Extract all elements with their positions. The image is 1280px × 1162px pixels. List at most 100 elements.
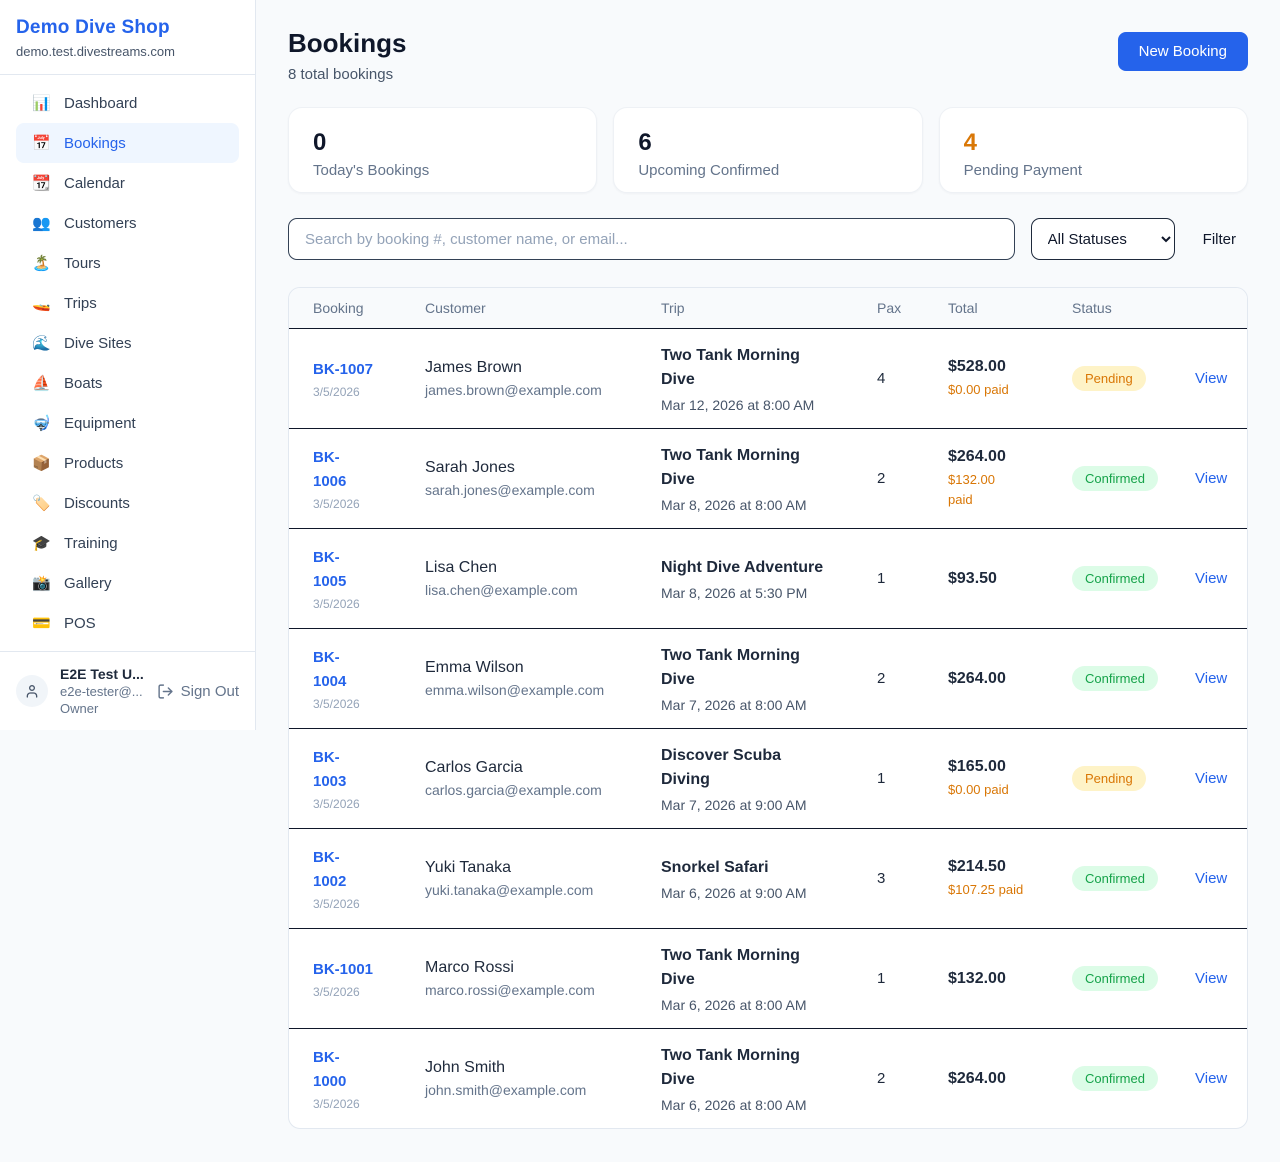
stat-value: 6 xyxy=(638,129,652,156)
sidebar-item-bookings[interactable]: 📅 Bookings xyxy=(16,123,239,163)
sidebar-item-tours[interactable]: 🏝️ Tours xyxy=(16,243,239,283)
sidebar-item-boats[interactable]: ⛵ Boats xyxy=(16,363,239,403)
view-link[interactable]: View xyxy=(1195,969,1228,987)
booking-id-link[interactable]: BK- 1002 xyxy=(313,849,347,890)
pax-cell: 4 xyxy=(877,370,886,387)
actions-cell: View xyxy=(1195,570,1227,588)
filter-row: All Statuses Filter xyxy=(288,218,1248,260)
booking-id-link[interactable]: BK- 1003 xyxy=(313,749,347,790)
nav-item-icon: 📦 xyxy=(32,455,51,472)
sidebar-item-label: Discounts xyxy=(64,494,130,512)
sidebar-item-dashboard[interactable]: 📊 Dashboard xyxy=(16,83,239,123)
trip-cell: Snorkel Safari Mar 6, 2026 at 9:00 AM xyxy=(661,856,877,901)
stat-label: Today's Bookings xyxy=(313,162,430,180)
page-header: Bookings 8 total bookings New Booking xyxy=(288,28,1248,83)
booking-id-link[interactable]: BK- 1006 xyxy=(313,449,347,490)
booking-id-link[interactable]: BK- 1004 xyxy=(313,649,347,690)
sign-out-button[interactable]: Sign Out xyxy=(157,683,239,700)
sidebar-item-training[interactable]: 🎓 Training xyxy=(16,523,239,563)
page-title-block: Bookings 8 total bookings xyxy=(288,28,406,83)
sidebar-item-calendar[interactable]: 📆 Calendar xyxy=(16,163,239,203)
new-booking-button[interactable]: New Booking xyxy=(1117,32,1248,71)
table-row: BK- 1004 3/5/2026 Emma Wilson emma.wilso… xyxy=(289,628,1247,728)
booking-date: 3/5/2026 xyxy=(313,697,360,711)
nav-item-icon: 🤿 xyxy=(32,415,51,432)
trip-cell: Two Tank Morning Dive Mar 6, 2026 at 8:0… xyxy=(661,944,877,1013)
status-select[interactable]: All Statuses xyxy=(1030,218,1175,260)
sidebar-item-label: Trips xyxy=(64,294,97,312)
sidebar-item-gallery[interactable]: 📸 Gallery xyxy=(16,563,239,603)
status-cell: Confirmed xyxy=(1072,866,1195,891)
customer-name: Marco Rossi xyxy=(425,959,514,976)
filter-button[interactable]: Filter xyxy=(1202,230,1236,248)
customer-email: marco.rossi@example.com xyxy=(425,982,595,998)
customer-cell: Sarah Jones sarah.jones@example.com xyxy=(425,459,661,498)
search-input[interactable] xyxy=(288,218,1015,260)
customer-email: lisa.chen@example.com xyxy=(425,582,578,598)
sidebar-item-label: Customers xyxy=(64,214,137,232)
booking-cell: BK- 1006 3/5/2026 xyxy=(313,446,425,511)
pax-cell: 2 xyxy=(877,470,886,487)
user-icon xyxy=(24,683,40,699)
trip-date: Mar 8, 2026 at 5:30 PM xyxy=(661,585,808,601)
sidebar-item-products[interactable]: 📦 Products xyxy=(16,443,239,483)
sidebar-item-label: Training xyxy=(64,534,118,552)
sidebar-item-dive-sites[interactable]: 🌊 Dive Sites xyxy=(16,323,239,363)
booking-id-link[interactable]: BK- 1000 xyxy=(313,1049,347,1090)
total-cell: $264.00 xyxy=(948,1070,1072,1088)
nav-item-icon: 🏝️ xyxy=(32,255,51,272)
booking-id-link[interactable]: BK- 1005 xyxy=(313,549,347,590)
trip-date: Mar 6, 2026 at 8:00 AM xyxy=(661,1097,807,1113)
user-name: E2E Test U... xyxy=(60,666,144,682)
booking-id-link[interactable]: BK-1001 xyxy=(313,961,374,978)
customer-email: yuki.tanaka@example.com xyxy=(425,882,594,898)
actions-cell: View xyxy=(1195,470,1227,488)
sidebar-item-customers[interactable]: 👥 Customers xyxy=(16,203,239,243)
table-body: BK-1007 3/5/2026 James Brown james.brown… xyxy=(289,328,1247,1128)
view-link[interactable]: View xyxy=(1195,1069,1228,1087)
sidebar-item-equipment[interactable]: 🤿 Equipment xyxy=(16,403,239,443)
view-link[interactable]: View xyxy=(1195,569,1228,587)
status-cell: Pending xyxy=(1072,366,1195,391)
total-amount: $528.00 xyxy=(948,357,1006,375)
view-link[interactable]: View xyxy=(1195,869,1228,887)
trip-name: Two Tank Morning Dive xyxy=(661,947,800,988)
trip-cell: Two Tank Morning Dive Mar 12, 2026 at 8:… xyxy=(661,344,877,413)
booking-date: 3/5/2026 xyxy=(313,497,360,511)
view-link[interactable]: View xyxy=(1195,369,1228,387)
pax-cell: 1 xyxy=(877,570,886,587)
pax-cell: 1 xyxy=(877,770,886,787)
sidebar-item-label: Gallery xyxy=(64,574,112,592)
view-link[interactable]: View xyxy=(1195,469,1228,487)
trip-cell: Night Dive Adventure Mar 8, 2026 at 5:30… xyxy=(661,556,877,601)
actions-cell: View xyxy=(1195,970,1227,988)
customer-cell: James Brown james.brown@example.com xyxy=(425,359,661,398)
sidebar-item-label: Products xyxy=(64,454,124,472)
trip-date: Mar 8, 2026 at 8:00 AM xyxy=(661,497,807,513)
sidebar-item-trips[interactable]: 🚤 Trips xyxy=(16,283,239,323)
customer-email: james.brown@example.com xyxy=(425,382,602,398)
actions-cell: View xyxy=(1195,670,1227,688)
sidebar-item-label: Boats xyxy=(64,374,103,392)
sidebar-item-pos[interactable]: 💳 POS xyxy=(16,603,239,643)
customer-name: John Smith xyxy=(425,1059,506,1076)
view-link[interactable]: View xyxy=(1195,769,1228,787)
view-link[interactable]: View xyxy=(1195,669,1228,687)
sidebar-item-label: Dive Sites xyxy=(64,334,132,352)
sidebar-item-discounts[interactable]: 🏷️ Discounts xyxy=(16,483,239,523)
booking-date: 3/5/2026 xyxy=(313,797,360,811)
column-header-customer: Customer xyxy=(425,300,486,316)
customer-email: carlos.garcia@example.com xyxy=(425,782,602,798)
booking-date: 3/5/2026 xyxy=(313,597,360,611)
actions-cell: View xyxy=(1195,870,1227,888)
booking-id-link[interactable]: BK-1007 xyxy=(313,361,374,378)
stat-label: Pending Payment xyxy=(963,162,1083,180)
table-row: BK-1007 3/5/2026 James Brown james.brown… xyxy=(289,328,1247,428)
sidebar-nav: 📊 Dashboard 📅 Bookings 📆 Calendar 👥 Cust… xyxy=(0,75,255,651)
nav-item-icon: 🚤 xyxy=(32,295,51,312)
paid-amount: $0.00 paid xyxy=(948,381,1009,397)
customer-cell: Yuki Tanaka yuki.tanaka@example.com xyxy=(425,859,661,898)
column-header-booking: Booking xyxy=(313,300,364,316)
trip-cell: Two Tank Morning Dive Mar 8, 2026 at 8:0… xyxy=(661,444,877,513)
sidebar-header: Demo Dive Shop demo.test.divestreams.com xyxy=(0,0,255,75)
